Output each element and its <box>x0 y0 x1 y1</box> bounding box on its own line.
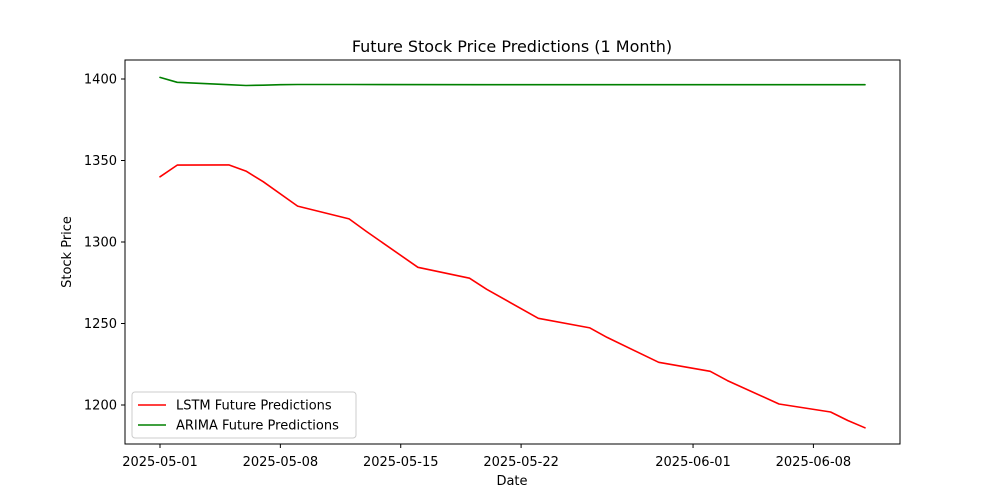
legend-label-1: ARIMA Future Predictions <box>176 419 339 434</box>
y-tick-label: 1300 <box>84 236 117 251</box>
legend: LSTM Future Predictions ARIMA Future Pred… <box>131 391 357 439</box>
y-axis: 1200 1250 1300 1350 1400 <box>84 73 125 414</box>
y-tick-label: 1200 <box>84 399 117 414</box>
x-tick-label: 2025-06-08 <box>776 455 852 470</box>
y-tick-label: 1250 <box>84 317 117 332</box>
series-line-1 <box>159 76 866 87</box>
y-tick-label: 1350 <box>84 154 117 169</box>
plot-frame <box>124 59 901 445</box>
x-tick-label: 2025-05-01 <box>122 455 198 470</box>
series-layer <box>159 76 866 429</box>
y-axis-label: Stock Price <box>60 216 75 288</box>
x-axis: 2025-05-01 2025-05-08 2025-05-15 2025-05-22… <box>122 444 851 470</box>
x-tick-label: 2025-05-08 <box>243 455 319 470</box>
y-tick-label: 1400 <box>84 73 117 88</box>
x-tick-label: 2025-06-01 <box>655 455 731 470</box>
series-line-0 <box>159 164 866 429</box>
legend-box <box>131 391 357 439</box>
x-axis-label: Date <box>496 474 527 489</box>
legend-label-0: LSTM Future Predictions <box>176 399 332 414</box>
x-tick-label: 2025-05-15 <box>363 455 439 470</box>
chart-title: Future Stock Price Predictions (1 Month) <box>352 37 672 56</box>
plot-area <box>124 59 901 445</box>
x-tick-label: 2025-05-22 <box>483 455 559 470</box>
